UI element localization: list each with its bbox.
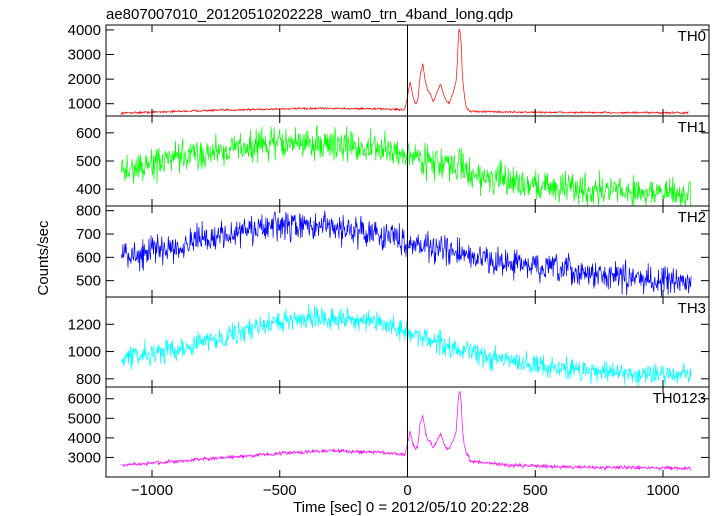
panel-label-th0: TH0: [678, 28, 706, 45]
panel-label-th0123: TH0123: [653, 390, 706, 407]
y-tick-label-th2: 700: [76, 226, 101, 243]
series-line-th0123: [121, 390, 692, 471]
y-tick-label-th3: 1200: [68, 316, 101, 333]
y-tick-label-th0123: 3000: [68, 449, 101, 466]
y-tick-label-th2: 600: [76, 249, 101, 266]
y-tick-label-th0123: 4000: [68, 430, 101, 447]
x-tick-label: 1000: [646, 482, 679, 499]
y-tick-label-th0123: 6000: [68, 391, 101, 408]
x-tick-label: 0: [403, 482, 411, 499]
panel-label-th2: TH2: [678, 209, 706, 226]
y-tick-label-th1: 600: [76, 125, 101, 142]
y-tick-label-th0123: 5000: [68, 410, 101, 427]
y-tick-label-th1: 500: [76, 153, 101, 170]
y-tick-label-th0: 2000: [68, 71, 101, 88]
x-axis-label: Time [sec] 0 = 2012/05/10 20:22:28: [293, 499, 529, 516]
series-line-th1: [120, 125, 692, 207]
y-tick-label-th3: 800: [76, 371, 101, 388]
y-tick-label-th2: 800: [76, 203, 101, 220]
series-line-th0: [120, 28, 689, 116]
series-line-th3: [120, 303, 692, 387]
x-tick-label: −500: [263, 482, 297, 499]
x-tick-label: −1000: [131, 482, 173, 499]
y-tick-label-th2: 500: [76, 273, 101, 290]
y-tick-label-th0: 4000: [68, 22, 101, 39]
panels-group: TH0 1000 2000 3000 4000 TH1 400 500 600 TH2 500 600…: [68, 22, 710, 499]
y-tick-label-th1: 400: [76, 181, 101, 198]
chart-title: ae807007010_20120510202228_wam0_trn_4ban…: [106, 6, 513, 23]
y-tick-label-th3: 1000: [68, 344, 101, 361]
y-tick-label-th0: 1000: [68, 96, 101, 113]
y-tick-label-th0: 3000: [68, 47, 101, 64]
x-tick-label: 500: [523, 482, 548, 499]
series-line-th2: [120, 210, 692, 298]
y-axis-label: Counts/sec: [35, 220, 52, 296]
panel-label-th3: TH3: [678, 300, 706, 317]
panel-label-th1: TH1: [678, 119, 706, 136]
